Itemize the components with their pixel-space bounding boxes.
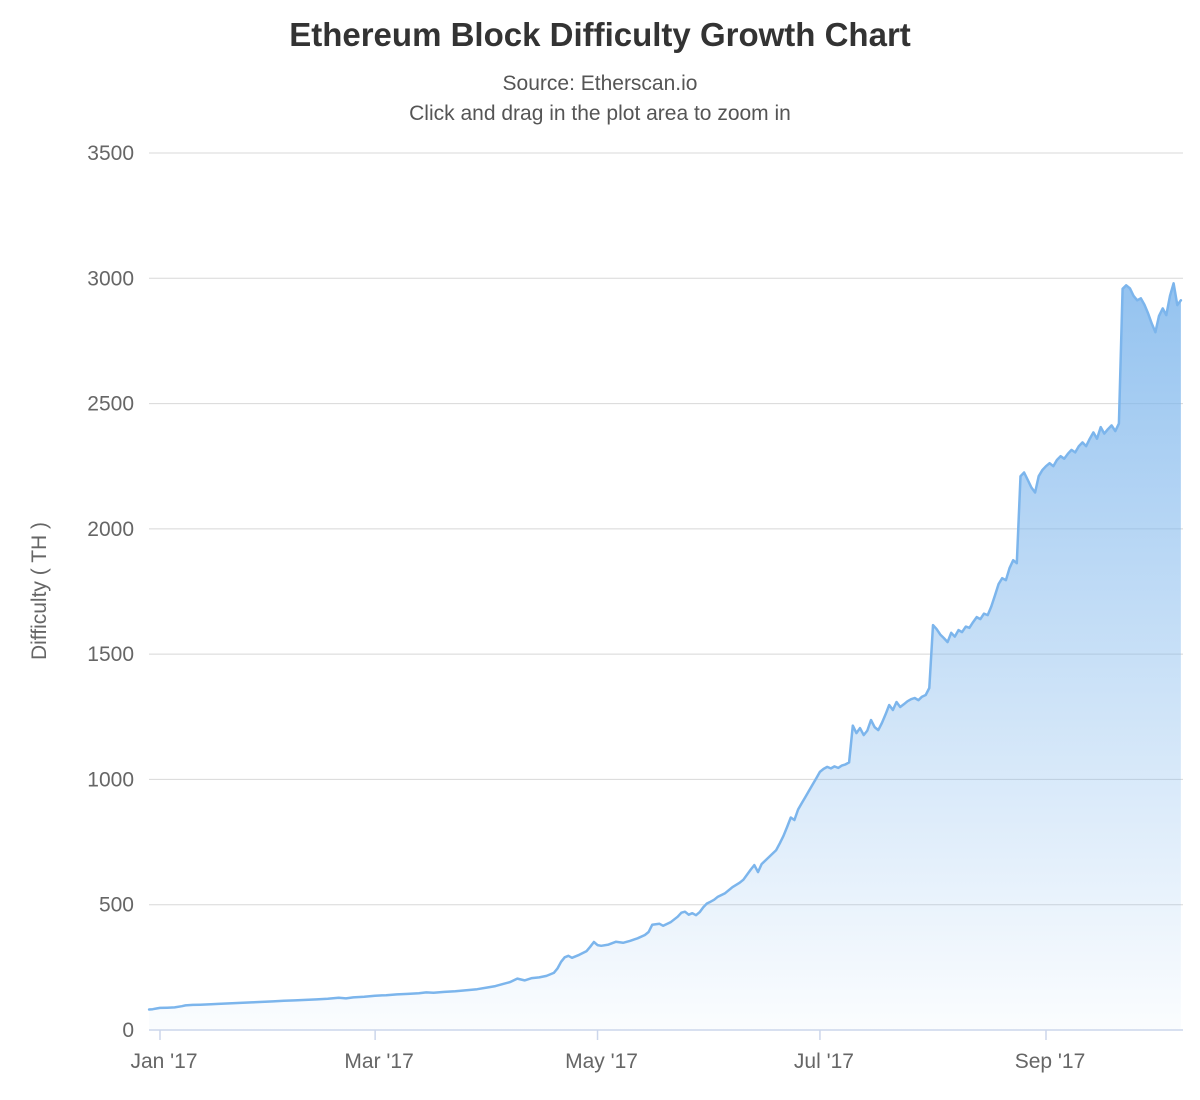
chart-subtitle-hint: Click and drag in the plot area to zoom … (409, 102, 791, 125)
x-axis-label: Jan '17 (130, 1050, 197, 1073)
y-axis-label-3500: 3500 (87, 142, 134, 165)
x-axis-label: Sep '17 (1015, 1050, 1086, 1073)
chart-title: Ethereum Block Difficulty Growth Chart (289, 16, 911, 53)
chart-subtitle-source: Source: Etherscan.io (503, 72, 698, 95)
y-axis-title: Difficulty ( TH ) (28, 522, 51, 660)
y-axis-label-2000: 2000 (87, 518, 134, 541)
x-axis-labels: Jan '17 Mar '17 May '17 Jul '17 Sep '17 (130, 1050, 1085, 1073)
y-axis-labels: 0 500 1000 1500 2000 2500 3000 3500 (87, 142, 134, 1042)
y-axis-label-1000: 1000 (87, 768, 134, 791)
y-axis-label-0: 0 (122, 1019, 134, 1042)
x-axis-label: Mar '17 (344, 1050, 413, 1073)
x-axis-label: May '17 (565, 1050, 638, 1073)
y-axis-label-1500: 1500 (87, 643, 134, 666)
difficulty-line (147, 282, 1183, 1011)
y-axis-label-2500: 2500 (87, 393, 134, 416)
x-axis-label: Jul '17 (794, 1050, 854, 1073)
y-axis-label-500: 500 (99, 894, 134, 917)
x-axis-ticks (159, 1030, 1047, 1040)
y-axis-label-3000: 3000 (87, 267, 134, 290)
difficulty-area (149, 283, 1181, 1030)
